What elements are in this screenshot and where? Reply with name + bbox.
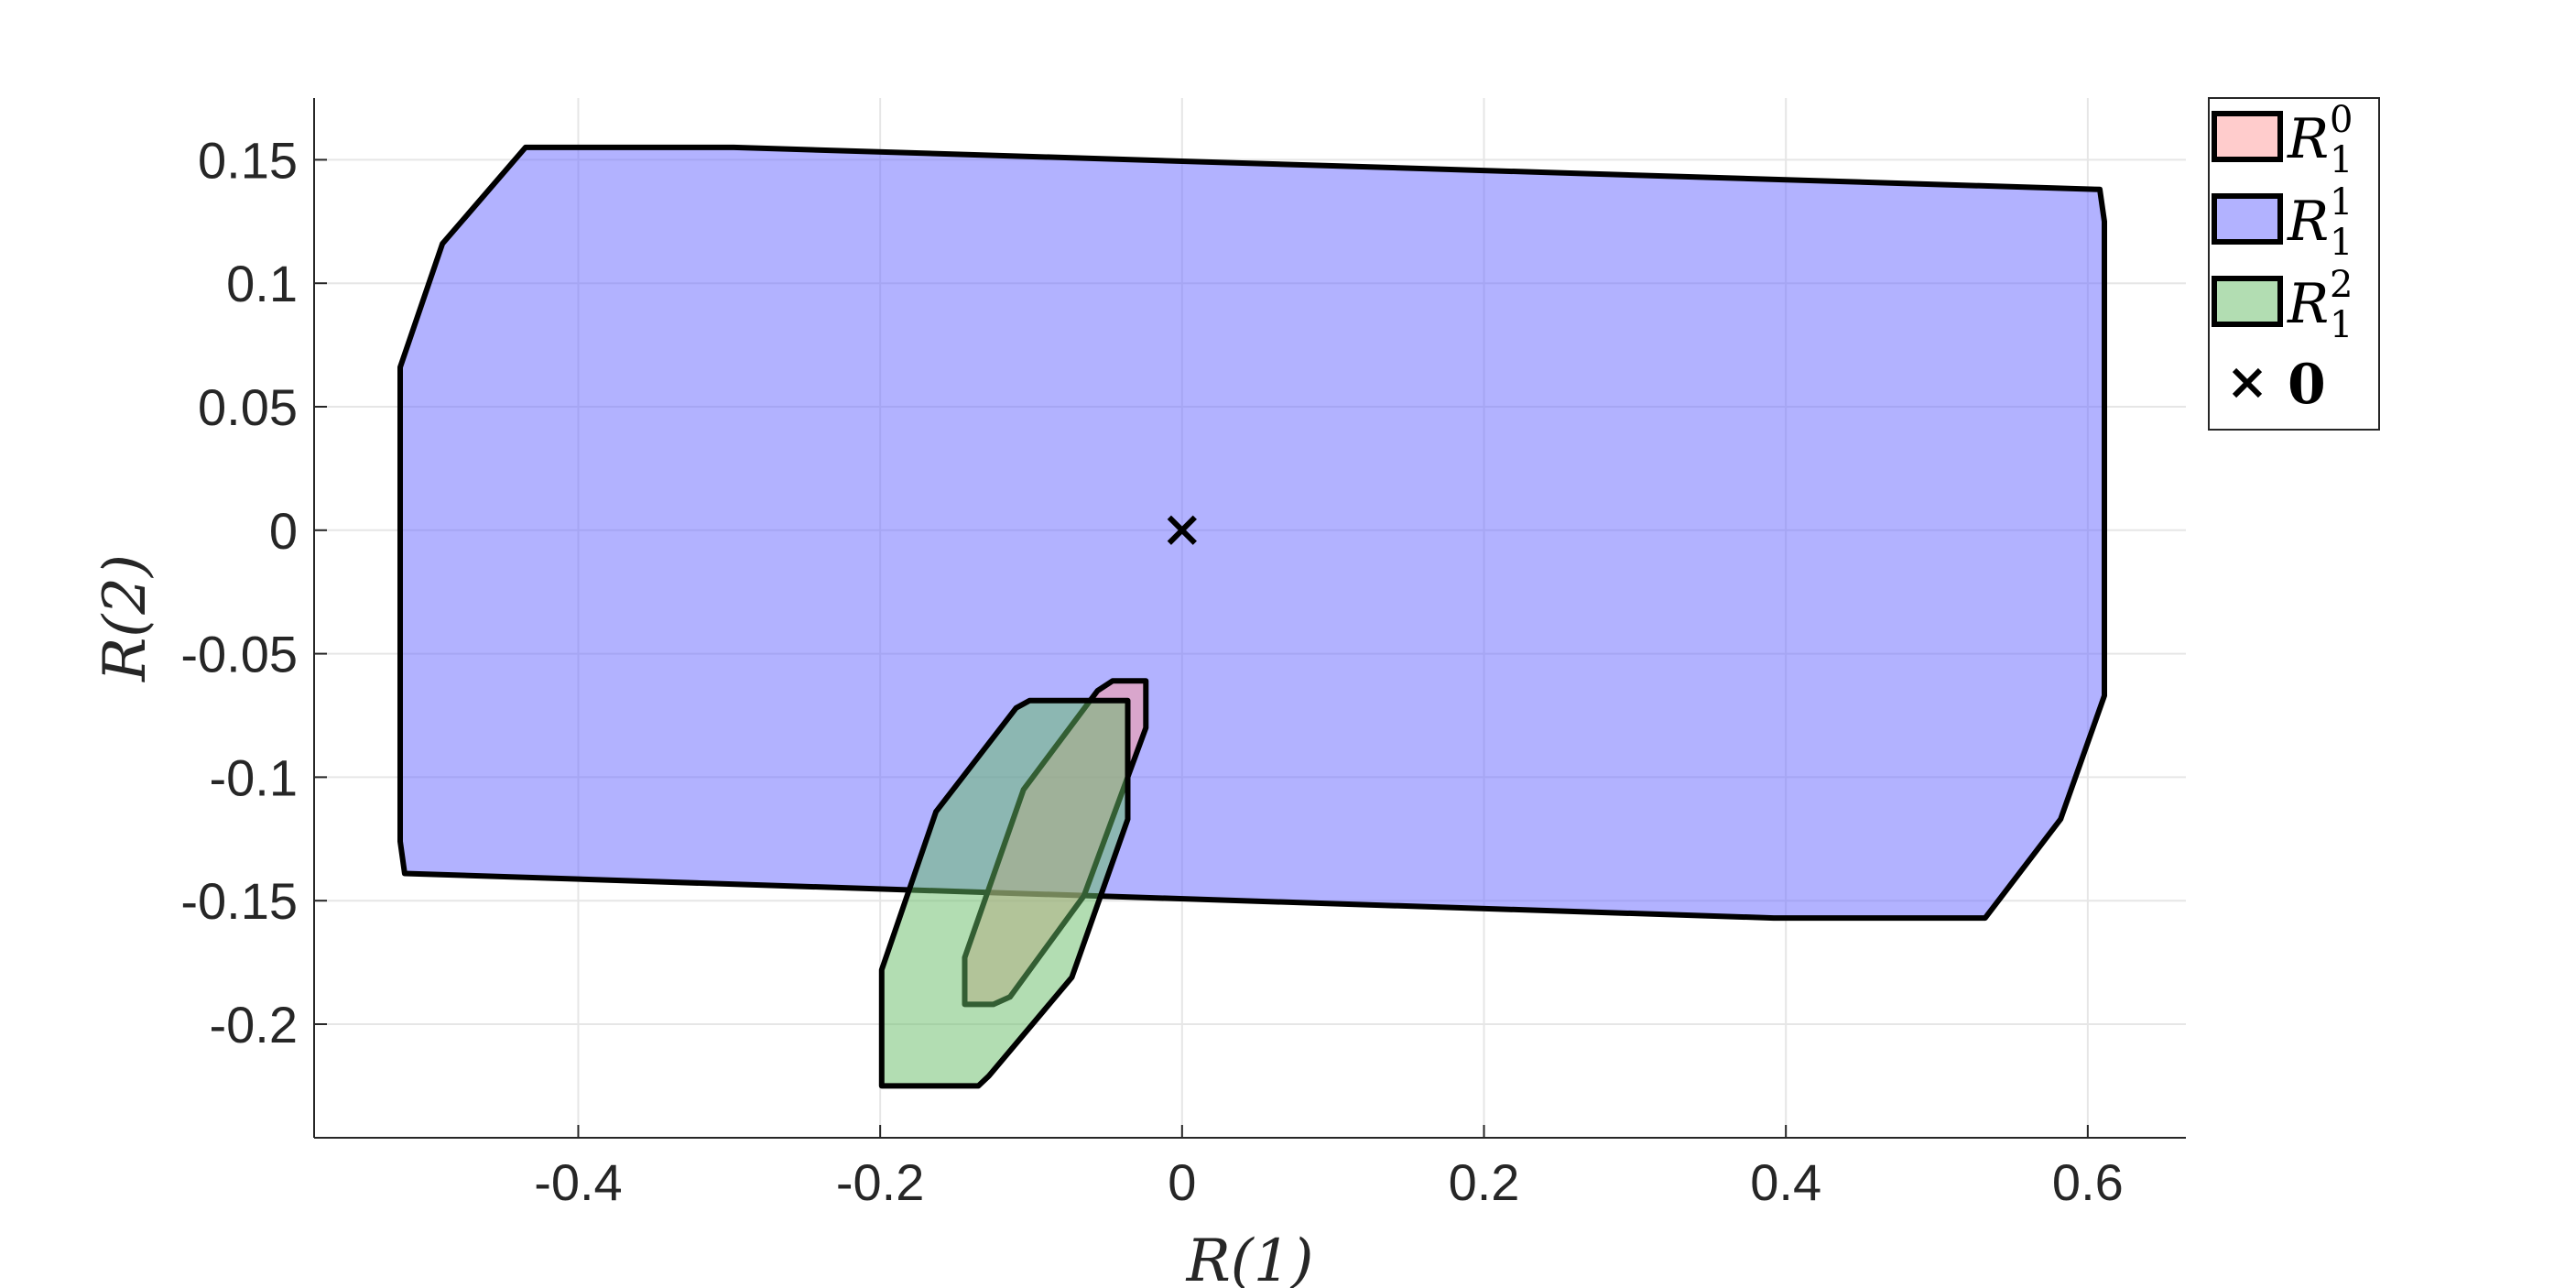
- legend-label-2: R: [2287, 272, 2329, 336]
- y-tick-label-3: -0.05: [180, 626, 298, 683]
- origin-marker-cross: [1167, 515, 1197, 545]
- legend-marker-icon: [2232, 367, 2263, 398]
- legend-sub-2: 1: [2330, 304, 2353, 346]
- legend-swatch-2: [2212, 276, 2283, 327]
- y-tick-label-6: 0.1: [226, 255, 298, 312]
- x-tick-label-3: 0.2: [1449, 1153, 1520, 1211]
- legend-swatch-0: [2212, 111, 2283, 162]
- legend: R 01R 11R 210: [2208, 97, 2380, 431]
- legend-label-0: R: [2287, 107, 2329, 171]
- y-tick-label-1: -0.15: [180, 872, 298, 930]
- axis-labels: R(1) R(2): [92, 554, 1313, 1288]
- x-tick-label-5: 0.6: [2052, 1153, 2124, 1211]
- y-tick-label-5: 0.05: [198, 378, 298, 436]
- legend-sub-1: 1: [2330, 222, 2353, 264]
- polygon-r-1-2: [878, 697, 1131, 1089]
- legend-sup-2: 2: [2330, 264, 2353, 306]
- legend-label-marker: 0: [2288, 353, 2326, 417]
- y-tick-label-0: -0.2: [210, 996, 299, 1053]
- polygon-r-1-1: [397, 144, 2107, 922]
- legend-sub-0: 1: [2330, 139, 2353, 181]
- y-tick-label-7: 0.15: [198, 131, 298, 189]
- y-tick-label-2: -0.1: [210, 748, 299, 806]
- legend-sup-1: 1: [2330, 181, 2353, 224]
- legend-sup-0: 0: [2330, 99, 2353, 141]
- legend-swatch-1: [2212, 193, 2283, 245]
- y-tick-label-4: 0: [269, 502, 298, 560]
- legend-label-1: R: [2287, 190, 2329, 254]
- polygons: [397, 144, 2107, 1089]
- y-axis-label: R(2): [92, 554, 159, 682]
- x-axis-label: R(1): [1186, 1228, 1314, 1288]
- x-tick-label-2: 0: [1168, 1153, 1196, 1211]
- x-tick-label-4: 0.4: [1750, 1153, 1821, 1211]
- x-tick-label-1: -0.2: [836, 1153, 925, 1211]
- axes: -0.4 -0.2 0 0.2 0.4 0.6 -0.2 -0.15 -0.1 -0.05 0 0.0…: [180, 98, 2186, 1211]
- origin-marker: [1167, 515, 1197, 545]
- x-tick-label-0: -0.4: [534, 1153, 623, 1211]
